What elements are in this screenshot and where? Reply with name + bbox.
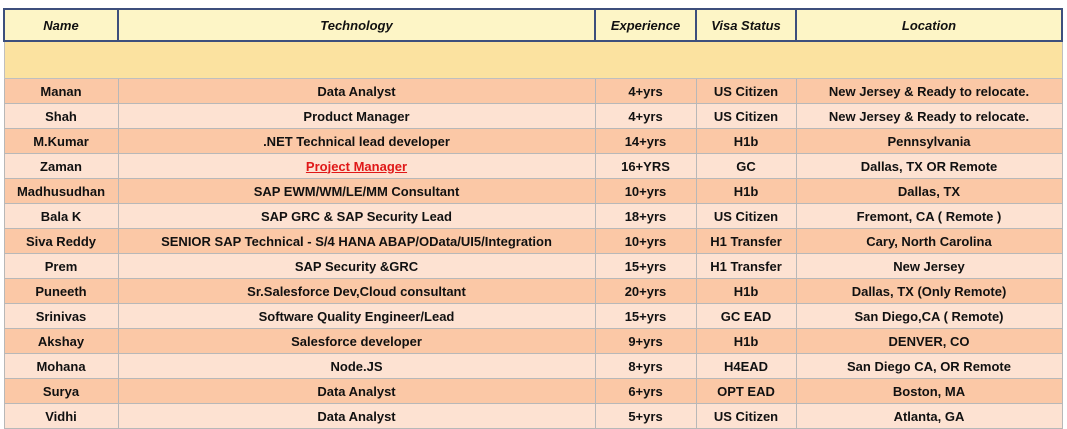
cell-name: Siva Reddy xyxy=(3,228,119,254)
cell-experience: 6+yrs xyxy=(594,378,697,404)
cell-experience: 5+yrs xyxy=(594,403,697,429)
cell-visa: GC xyxy=(695,153,797,179)
cell-name: Shah xyxy=(3,103,119,129)
cell-experience: 16+YRS xyxy=(594,153,697,179)
cell-visa: H1 Transfer xyxy=(695,228,797,254)
cell-name: M.Kumar xyxy=(3,128,119,154)
cell-name: Vidhi xyxy=(3,403,119,429)
cell-technology: Salesforce developer xyxy=(117,328,596,354)
cell-location: New Jersey & Ready to relocate. xyxy=(795,103,1063,129)
cell-name: Bala K xyxy=(3,203,119,229)
cell-technology: Data Analyst xyxy=(117,378,596,404)
cell-technology: SAP Security &GRC xyxy=(117,253,596,279)
cell-name: Surya xyxy=(3,378,119,404)
table-row: Prem SAP Security &GRC 15+yrs H1 Transfer Ne… xyxy=(3,253,1063,279)
blank-cell xyxy=(3,40,1063,79)
cell-technology: SAP GRC & SAP Security Lead xyxy=(117,203,596,229)
cell-visa: OPT EAD xyxy=(695,378,797,404)
cell-visa: H1b xyxy=(695,278,797,304)
cell-technology: SAP EWM/WM/LE/MM Consultant xyxy=(117,178,596,204)
header-name: Name xyxy=(3,8,119,42)
cell-name: Mohana xyxy=(3,353,119,379)
cell-experience: 15+yrs xyxy=(594,303,697,329)
table-row: M.Kumar .NET Technical lead developer 14+y… xyxy=(3,128,1063,154)
technology-link[interactable]: Project Manager xyxy=(305,158,408,174)
cell-location: Dallas, TX xyxy=(795,178,1063,204)
cell-experience: 14+yrs xyxy=(594,128,697,154)
cell-name: Prem xyxy=(3,253,119,279)
candidates-table: Name Technology Experience Visa Status L… xyxy=(3,8,1063,429)
cell-name: Madhusudhan xyxy=(3,178,119,204)
cell-visa: H1 Transfer xyxy=(695,253,797,279)
header-location: Location xyxy=(795,8,1063,42)
cell-visa: GC EAD xyxy=(695,303,797,329)
table-row: Shah Product Manager 4+yrs US Citizen New Je… xyxy=(3,103,1063,129)
cell-experience: 10+yrs xyxy=(594,228,697,254)
cell-technology: Node.JS xyxy=(117,353,596,379)
cell-visa: US Citizen xyxy=(695,203,797,229)
cell-technology: Product Manager xyxy=(117,103,596,129)
header-technology: Technology xyxy=(117,8,596,42)
cell-location: Dallas, TX (Only Remote) xyxy=(795,278,1063,304)
table-row: Vidhi Data Analyst 5+yrs US Citizen Atlanta,… xyxy=(3,403,1063,429)
table-row: Surya Data Analyst 6+yrs OPT EAD Boston, MA xyxy=(3,378,1063,404)
cell-location: San Diego,CA ( Remote) xyxy=(795,303,1063,329)
cell-experience: 15+yrs xyxy=(594,253,697,279)
cell-visa: H1b xyxy=(695,178,797,204)
header-visa-status: Visa Status xyxy=(695,8,797,42)
header-row: Name Technology Experience Visa Status L… xyxy=(3,8,1063,42)
cell-technology: .NET Technical lead developer xyxy=(117,128,596,154)
cell-technology: Data Analyst xyxy=(117,78,596,104)
table-row: Akshay Salesforce developer 9+yrs H1b DENVER… xyxy=(3,328,1063,354)
cell-experience: 9+yrs xyxy=(594,328,697,354)
cell-name: Srinivas xyxy=(3,303,119,329)
cell-experience: 8+yrs xyxy=(594,353,697,379)
cell-location: Pennsylvania xyxy=(795,128,1063,154)
cell-visa: US Citizen xyxy=(695,103,797,129)
cell-name: Puneeth xyxy=(3,278,119,304)
cell-location: New Jersey & Ready to relocate. xyxy=(795,78,1063,104)
cell-visa: H1b xyxy=(695,328,797,354)
cell-technology: Project Manager xyxy=(117,153,596,179)
cell-experience: 18+yrs xyxy=(594,203,697,229)
cell-experience: 20+yrs xyxy=(594,278,697,304)
table-row: Srinivas Software Quality Engineer/Lead 15… xyxy=(3,303,1063,329)
cell-visa: US Citizen xyxy=(695,403,797,429)
cell-location: DENVER, CO xyxy=(795,328,1063,354)
table-row: Madhusudhan SAP EWM/WM/LE/MM Consultant 10… xyxy=(3,178,1063,204)
table-row: Bala K SAP GRC & SAP Security Lead 18+yrs U… xyxy=(3,203,1063,229)
cell-name: Akshay xyxy=(3,328,119,354)
cell-location: Atlanta, GA xyxy=(795,403,1063,429)
cell-location: Dallas, TX OR Remote xyxy=(795,153,1063,179)
cell-name: Manan xyxy=(3,78,119,104)
cell-visa: H1b xyxy=(695,128,797,154)
header-experience: Experience xyxy=(594,8,697,42)
cell-location: Boston, MA xyxy=(795,378,1063,404)
cell-technology: SENIOR SAP Technical - S/4 HANA ABAP/ODa… xyxy=(117,228,596,254)
cell-name: Zaman xyxy=(3,153,119,179)
cell-technology: Sr.Salesforce Dev,Cloud consultant xyxy=(117,278,596,304)
blank-row xyxy=(3,40,1063,79)
cell-location: New Jersey xyxy=(795,253,1063,279)
cell-experience: 4+yrs xyxy=(594,78,697,104)
table-row: Zaman Project Manager 16+YRS GC Dallas, TX O… xyxy=(3,153,1063,179)
cell-technology: Software Quality Engineer/Lead xyxy=(117,303,596,329)
cell-location: San Diego CA, OR Remote xyxy=(795,353,1063,379)
cell-location: Fremont, CA ( Remote ) xyxy=(795,203,1063,229)
table-row: Manan Data Analyst 4+yrs US Citizen New Jers… xyxy=(3,78,1063,104)
cell-experience: 4+yrs xyxy=(594,103,697,129)
table-row: Siva Reddy SENIOR SAP Technical - S/4 HAN… xyxy=(3,228,1063,254)
cell-experience: 10+yrs xyxy=(594,178,697,204)
cell-visa: H4EAD xyxy=(695,353,797,379)
table-row: Puneeth Sr.Salesforce Dev,Cloud consultan… xyxy=(3,278,1063,304)
cell-location: Cary, North Carolina xyxy=(795,228,1063,254)
cell-technology: Data Analyst xyxy=(117,403,596,429)
cell-visa: US Citizen xyxy=(695,78,797,104)
table-row: Mohana Node.JS 8+yrs H4EAD San Diego CA, OR … xyxy=(3,353,1063,379)
